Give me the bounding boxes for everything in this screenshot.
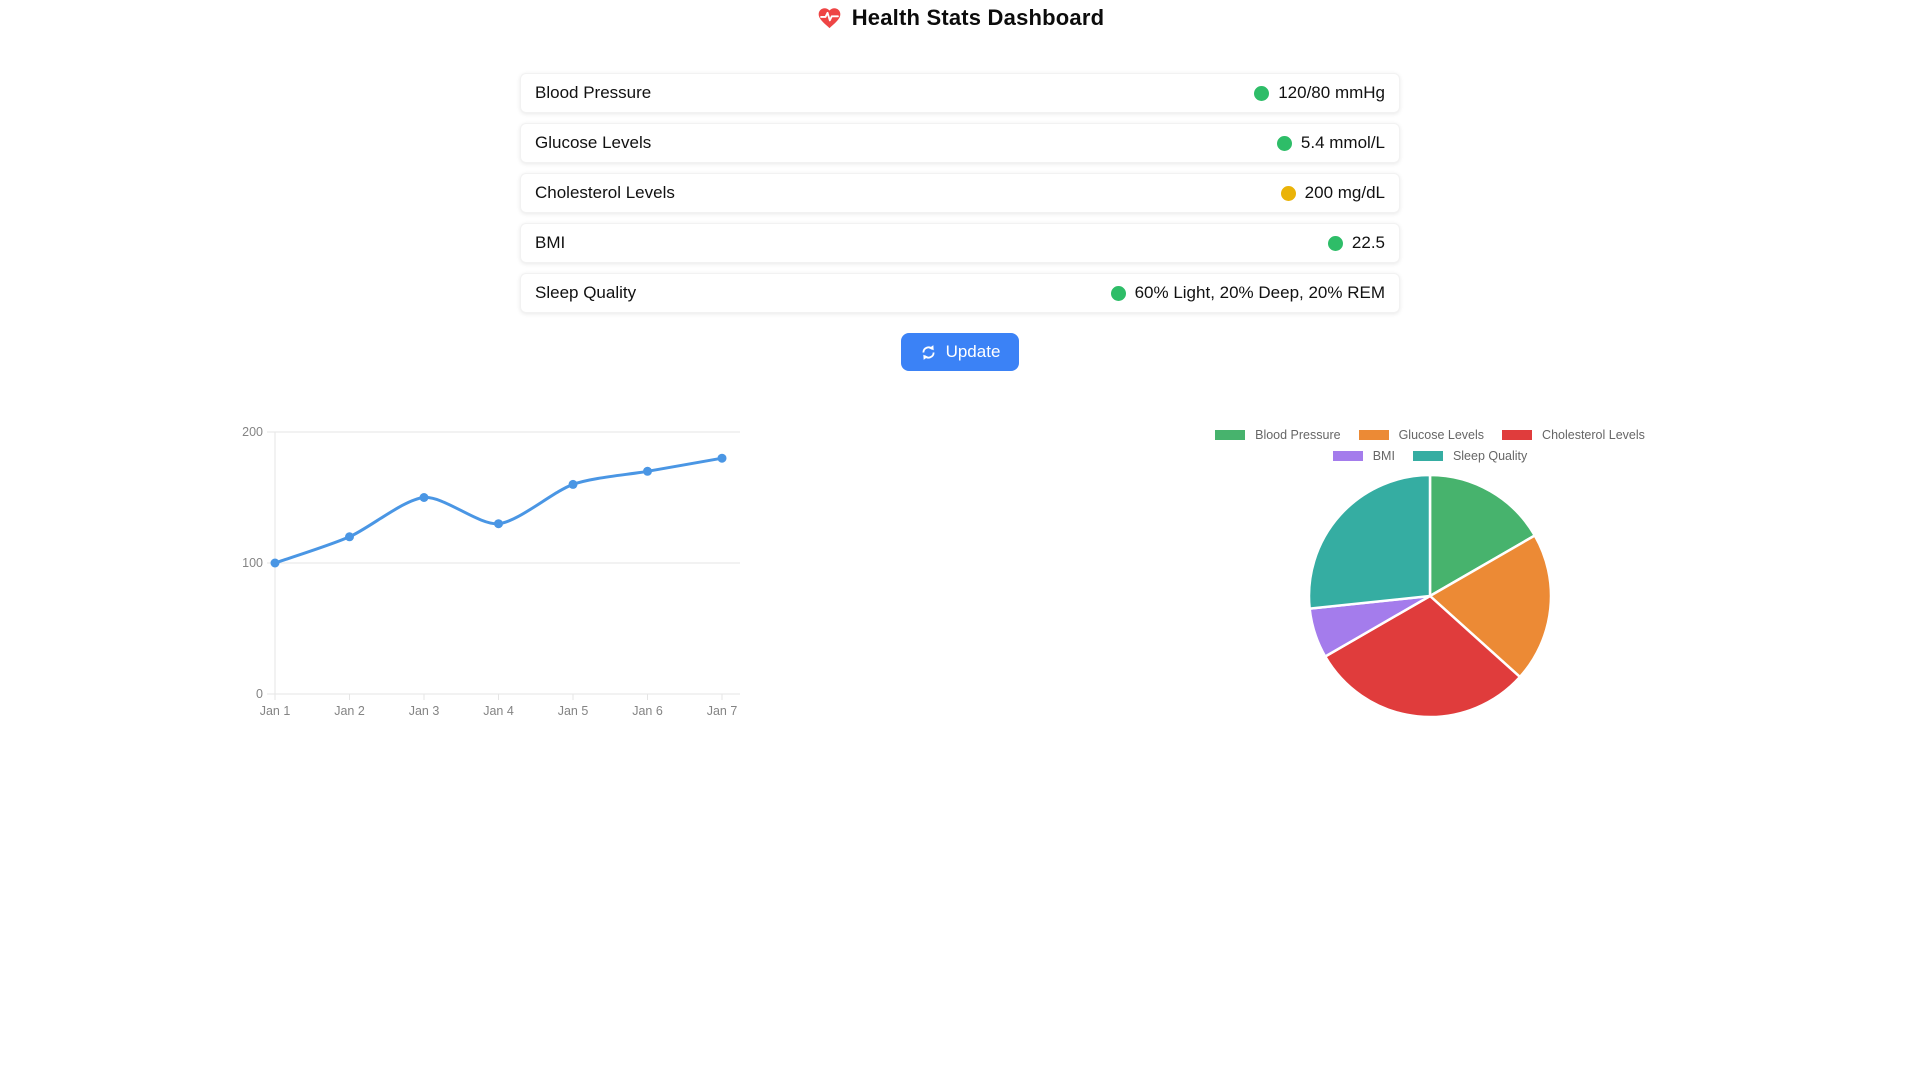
line-point <box>270 558 280 568</box>
stat-label: Blood Pressure <box>535 83 652 102</box>
status-dot <box>1110 285 1126 301</box>
line-point <box>345 532 354 542</box>
stat-row: Blood Pressure 120/80 mmHg <box>520 73 1400 113</box>
stat-row: Sleep Quality 60% Light, 20% Deep, 20% RE… <box>520 273 1400 313</box>
legend-swatch <box>1332 451 1363 461</box>
pie-slice <box>1428 534 1553 679</box>
update-button[interactable]: Update <box>900 333 1020 371</box>
x-tick-label: Jan 6 <box>632 704 663 718</box>
legend-swatch <box>1358 430 1389 440</box>
stat-value: 5.4 mmol/L <box>1276 133 1385 153</box>
update-button-label: Update <box>945 342 1001 361</box>
stat-value-text: 200 mg/dL <box>1304 183 1385 202</box>
line-point <box>568 479 578 489</box>
line-series <box>273 456 724 565</box>
line-point <box>419 493 429 502</box>
stat-value: 60% Light, 20% Deep, 20% REM <box>1110 283 1385 303</box>
stat-value-text: 22.5 <box>1351 233 1385 252</box>
line-chart: 0 100 200 Jan 1 Jan 2 Jan 3 Jan 4 Jan 5 Jan 6 Jan… <box>242 425 740 718</box>
stat-label: Sleep Quality <box>535 283 637 302</box>
stat-value: 120/80 mmHg <box>1254 83 1385 103</box>
x-tick-label: Jan 7 <box>707 704 738 718</box>
page-header: Health Stats Dashboard <box>0 0 1920 31</box>
x-tick-label: Jan 4 <box>483 704 514 718</box>
y-tick-label: 0 <box>256 687 263 701</box>
pie-slice <box>1323 594 1522 719</box>
legend-label: Cholesterol Levels <box>1542 428 1645 442</box>
stat-value-text: 60% Light, 20% Deep, 20% REM <box>1134 283 1385 302</box>
pie-legend: Blood Pressure Glucose Levels Cholesterol … <box>1195 428 1665 463</box>
x-tick-label: Jan 2 <box>334 704 365 718</box>
legend-label: Blood Pressure <box>1255 428 1341 442</box>
legend-item[interactable]: Glucose Levels <box>1358 428 1485 442</box>
line-point <box>494 519 503 529</box>
stats-list: Blood Pressure 120/80 mmHg Glucose Levels 5… <box>520 73 1400 313</box>
stat-value: 22.5 <box>1327 233 1385 253</box>
x-tick-label: Jan 1 <box>260 704 291 718</box>
pie-svg-holder <box>1180 472 1680 725</box>
status-dot <box>1276 135 1292 151</box>
line-point <box>643 466 652 476</box>
status-dot <box>1254 85 1270 101</box>
y-tick-label: 100 <box>242 556 263 570</box>
line-chart-container: 0 100 200 Jan 1 Jan 2 Jan 3 Jan 4 Jan 5 Jan 6 Jan… <box>240 425 760 740</box>
status-dot <box>1280 185 1296 201</box>
legend-label: Glucose Levels <box>1398 428 1485 442</box>
legend-swatch <box>1412 451 1443 461</box>
x-tick-label: Jan 3 <box>409 704 440 718</box>
stat-label: BMI <box>535 233 566 252</box>
y-tick-label: 200 <box>242 425 263 439</box>
legend-swatch <box>1215 430 1246 440</box>
status-dot <box>1327 235 1343 251</box>
legend-item[interactable]: BMI <box>1332 449 1395 463</box>
charts-section: 0 100 200 Jan 1 Jan 2 Jan 3 Jan 4 Jan 5 Jan 6 Jan… <box>240 425 1680 740</box>
pie-slice <box>1428 473 1537 598</box>
legend-item[interactable]: Blood Pressure <box>1215 428 1341 442</box>
button-row: Update <box>0 333 1920 371</box>
legend-item[interactable]: Sleep Quality <box>1412 449 1528 463</box>
heart-pulse-icon <box>816 5 843 31</box>
stat-value: 200 mg/dL <box>1280 183 1385 203</box>
stat-value-text: 120/80 mmHg <box>1278 83 1385 102</box>
page-title: Health Stats Dashboard <box>851 5 1105 30</box>
pie-chart <box>1307 473 1553 719</box>
legend-label: BMI <box>1372 449 1395 463</box>
stat-row: BMI 22.5 <box>520 223 1400 263</box>
stat-row: Cholesterol Levels 200 mg/dL <box>520 173 1400 213</box>
stat-row: Glucose Levels 5.4 mmol/L <box>520 123 1400 163</box>
legend-label: Sleep Quality <box>1452 449 1528 463</box>
stat-label: Cholesterol Levels <box>535 183 675 202</box>
legend-item[interactable]: Cholesterol Levels <box>1502 428 1645 442</box>
stat-label: Glucose Levels <box>535 133 652 152</box>
x-tick-label: Jan 5 <box>558 704 589 718</box>
stat-value-text: 5.4 mmol/L <box>1300 133 1385 152</box>
pie-slice <box>1307 473 1432 610</box>
legend-swatch <box>1502 430 1533 440</box>
line-point <box>717 453 727 463</box>
pie-chart-container: Blood Pressure Glucose Levels Cholesterol … <box>1180 425 1680 725</box>
refresh-icon <box>920 344 937 361</box>
